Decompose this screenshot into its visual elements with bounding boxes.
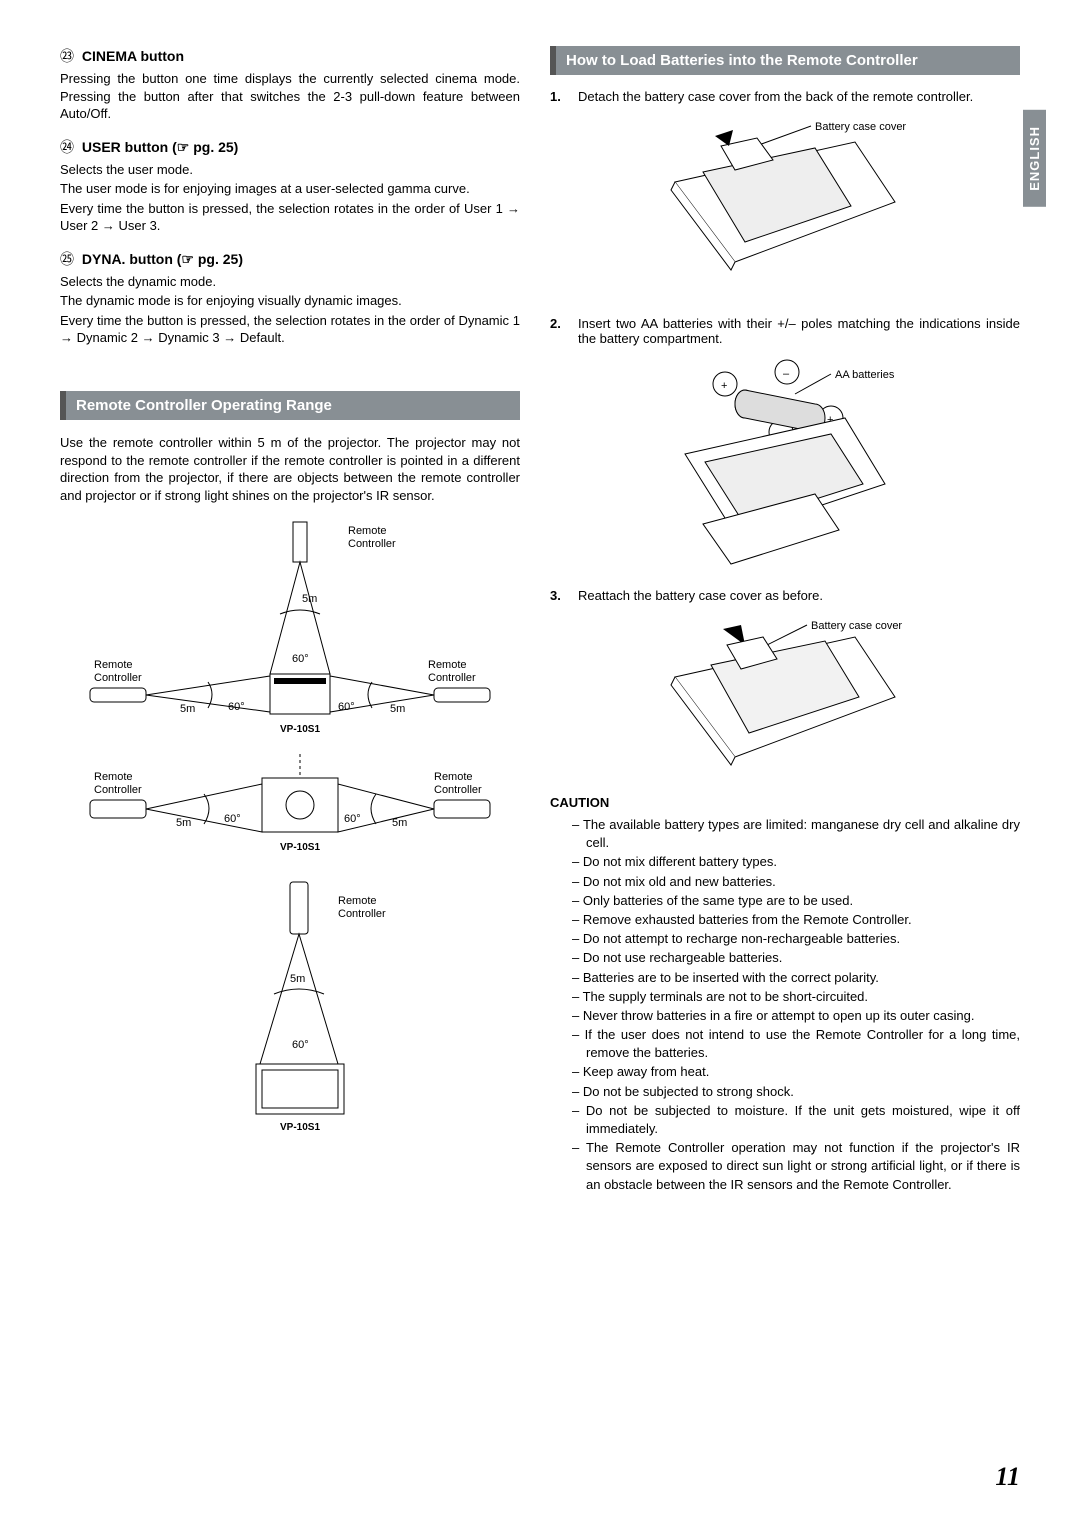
load-section-title: How to Load Batteries into the Remote Co…: [550, 46, 1020, 75]
svg-text:60°: 60°: [344, 813, 361, 825]
step-3: 3. Reattach the battery case cover as be…: [550, 588, 1020, 603]
item-23-heading: ㉓ CINEMA button: [60, 46, 520, 66]
svg-text:Controller: Controller: [94, 672, 142, 684]
item-25-title-b: pg. 25): [194, 251, 243, 267]
step-1: 1. Detach the battery case cover from th…: [550, 89, 1020, 104]
item-24-body: Selects the user mode. The user mode is …: [60, 161, 520, 235]
svg-text:60°: 60°: [338, 701, 355, 713]
svg-text:Remote: Remote: [348, 525, 387, 537]
caution-item: The supply terminals are not to be short…: [572, 988, 1020, 1006]
svg-text:5m: 5m: [392, 817, 407, 829]
caution-list: The available battery types are limited:…: [550, 816, 1020, 1194]
caution-item: Never throw batteries in a fire or attem…: [572, 1007, 1020, 1025]
svg-text:60°: 60°: [292, 653, 309, 665]
svg-text:Controller: Controller: [94, 784, 142, 796]
item-24-heading: ㉔ USER button (☞ pg. 25): [60, 137, 520, 157]
caution-item: Do not mix old and new batteries.: [572, 873, 1020, 891]
step-3-num: 3.: [550, 588, 568, 603]
step-2-num: 2.: [550, 316, 568, 346]
step-2-text: Insert two AA batteries with their +/– p…: [578, 316, 1020, 346]
item-23-title: CINEMA button: [82, 48, 184, 64]
svg-text:Remote: Remote: [338, 895, 377, 907]
page-number: 11: [995, 1462, 1020, 1492]
item-24-title-b: pg. 25): [189, 139, 238, 155]
caution-item: Keep away from heat.: [572, 1063, 1020, 1081]
item-24-text1: Selects the user mode.: [60, 161, 520, 179]
left-column: ㉓ CINEMA button Pressing the button one …: [60, 40, 520, 1195]
item-24-number: ㉔: [60, 137, 74, 157]
svg-text:VP-10S1: VP-10S1: [280, 724, 320, 735]
step-3-illustration: Battery case cover: [615, 611, 955, 781]
caution-item: Do not be subjected to moisture. If the …: [572, 1102, 1020, 1138]
caution-item: Remove exhausted batteries from the Remo…: [572, 911, 1020, 929]
caution-item: Do not mix different battery types.: [572, 853, 1020, 871]
right-column: How to Load Batteries into the Remote Co…: [550, 40, 1020, 1195]
svg-text:Controller: Controller: [338, 908, 386, 920]
item-23-number: ㉓: [60, 46, 74, 66]
svg-text:Remote: Remote: [428, 659, 467, 671]
caution-item: Do not be subjected to strong shock.: [572, 1083, 1020, 1101]
pointer-icon: ☞: [181, 253, 194, 268]
step-1-illustration: Battery case cover: [615, 112, 955, 302]
item-25-text1: Selects the dynamic mode.: [60, 273, 520, 291]
svg-text:5m: 5m: [176, 817, 191, 829]
svg-text:Controller: Controller: [348, 538, 396, 550]
svg-text:60°: 60°: [292, 1039, 309, 1051]
svg-text:VP-10S1: VP-10S1: [280, 842, 320, 853]
caution-item: The Remote Controller operation may not …: [572, 1139, 1020, 1194]
caution-item: Batteries are to be inserted with the co…: [572, 969, 1020, 987]
svg-text:–: –: [783, 368, 790, 380]
svg-text:VP-10S1: VP-10S1: [280, 1122, 320, 1133]
operating-range-diagram: Remote Controller 5m 60° Remote Controll…: [60, 514, 520, 1134]
svg-text:60°: 60°: [224, 813, 241, 825]
item-25-number: ㉕: [60, 249, 74, 269]
caution-item: Do not use rechargeable batteries.: [572, 949, 1020, 967]
step-2: 2. Insert two AA batteries with their +/…: [550, 316, 1020, 346]
svg-text:5m: 5m: [390, 703, 405, 715]
caution-item: Only batteries of the same type are to b…: [572, 892, 1020, 910]
item-25-text3: Every time the button is pressed, the se…: [60, 312, 520, 347]
svg-text:Remote: Remote: [94, 659, 133, 671]
item-23-text: Pressing the button one time displays th…: [60, 70, 520, 123]
svg-text:5m: 5m: [290, 973, 305, 985]
step-1-num: 1.: [550, 89, 568, 104]
caution-title: CAUTION: [550, 795, 1020, 810]
caution-item: If the user does not intend to use the R…: [572, 1026, 1020, 1062]
item-25-title-a: DYNA. button (: [82, 251, 182, 267]
svg-text:5m: 5m: [180, 703, 195, 715]
item-24-text2: The user mode is for enjoying images at …: [60, 180, 520, 198]
item-25-text2: The dynamic mode is for enjoying visuall…: [60, 292, 520, 310]
svg-text:Remote: Remote: [94, 771, 133, 783]
svg-text:Remote: Remote: [434, 771, 473, 783]
item-25-heading: ㉕ DYNA. button (☞ pg. 25): [60, 249, 520, 269]
caution-item: The available battery types are limited:…: [572, 816, 1020, 852]
step-1-text: Detach the battery case cover from the b…: [578, 89, 1020, 104]
step-1-label: Battery case cover: [815, 121, 906, 133]
svg-text:60°: 60°: [228, 701, 245, 713]
step-3-text: Reattach the battery case cover as befor…: [578, 588, 1020, 603]
step-3-label: Battery case cover: [811, 620, 902, 632]
svg-text:5m: 5m: [302, 593, 317, 605]
svg-text:+: +: [721, 380, 727, 392]
language-tab: ENGLISH: [1023, 110, 1046, 207]
range-section-text: Use the remote controller within 5 m of …: [60, 434, 520, 504]
item-24-title-a: USER button (: [82, 139, 177, 155]
svg-text:Controller: Controller: [434, 784, 482, 796]
caution-item: Do not attempt to recharge non-rechargea…: [572, 930, 1020, 948]
item-24-text3: Every time the button is pressed, the se…: [60, 200, 520, 235]
item-25-body: Selects the dynamic mode. The dynamic mo…: [60, 273, 520, 347]
range-section-title: Remote Controller Operating Range: [60, 391, 520, 420]
step-2-illustration: AA batteries + – + –: [615, 354, 955, 574]
svg-text:Controller: Controller: [428, 672, 476, 684]
pointer-icon: ☞: [177, 141, 190, 156]
step-2-label: AA batteries: [835, 369, 895, 381]
